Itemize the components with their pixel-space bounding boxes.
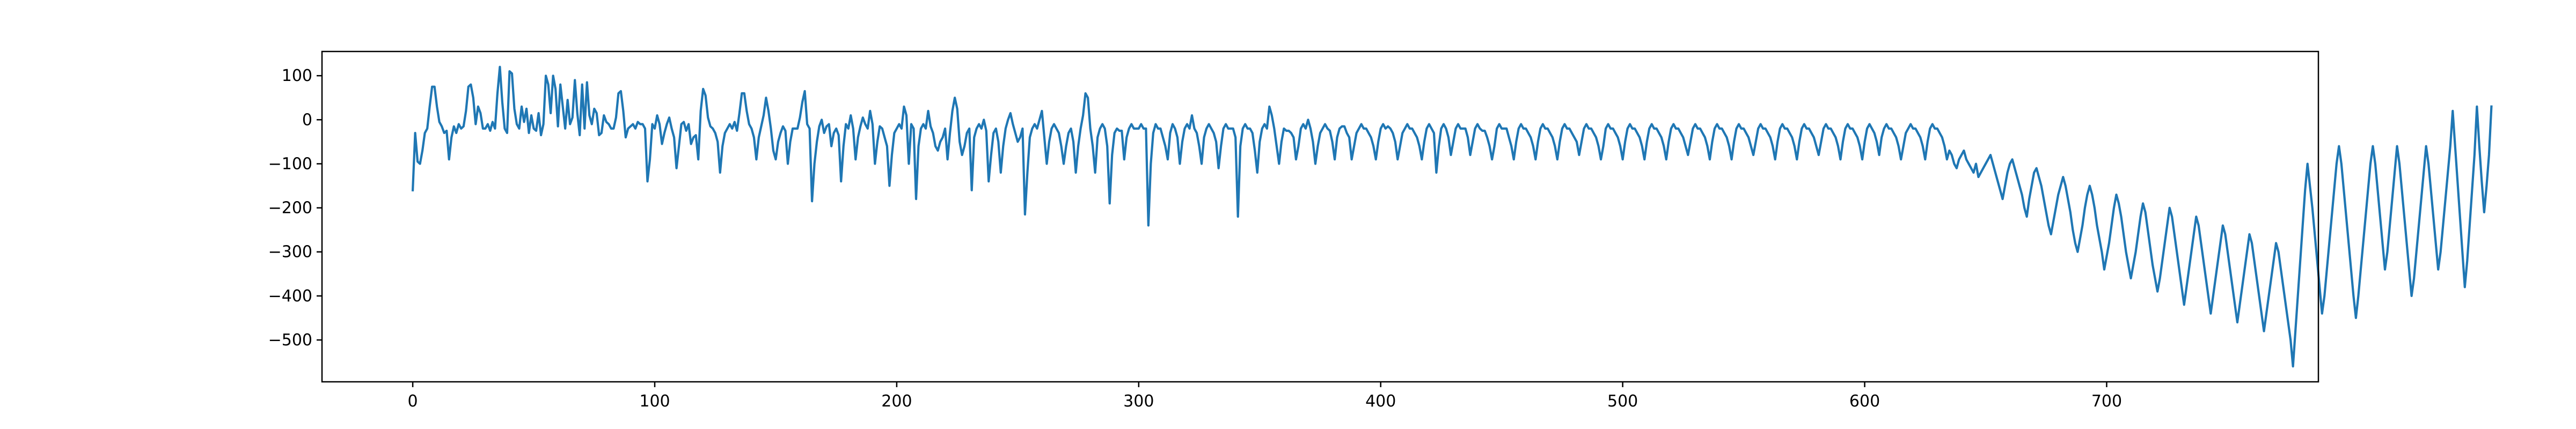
axes-frame	[321, 50, 2319, 383]
plot-area	[411, 65, 2493, 368]
x-tick-label: 700	[2091, 392, 2122, 411]
series-line	[411, 65, 2493, 368]
x-tick-label: 100	[639, 392, 670, 411]
y-tick-label: 0	[302, 110, 312, 129]
y-tick-label: 100	[282, 66, 312, 85]
x-tick-label: 300	[1123, 392, 1154, 411]
x-axis: 0 100 200 300 400 500 600 700	[408, 382, 2122, 411]
x-tick-label: 600	[1849, 392, 1880, 411]
x-tick-label: 0	[408, 392, 418, 411]
y-tick-label: −200	[268, 199, 312, 218]
x-tick-label: 200	[881, 392, 912, 411]
y-tick-label: −500	[268, 331, 312, 350]
y-tick-label: −300	[268, 243, 312, 262]
x-tick-label: 400	[1365, 392, 1396, 411]
y-tick-label: −100	[268, 154, 312, 173]
y-tick-label: −400	[268, 287, 312, 306]
y-axis: 100 0 −100 −200 −300 −400 −500	[268, 66, 322, 350]
x-tick-label: 500	[1607, 392, 1638, 411]
